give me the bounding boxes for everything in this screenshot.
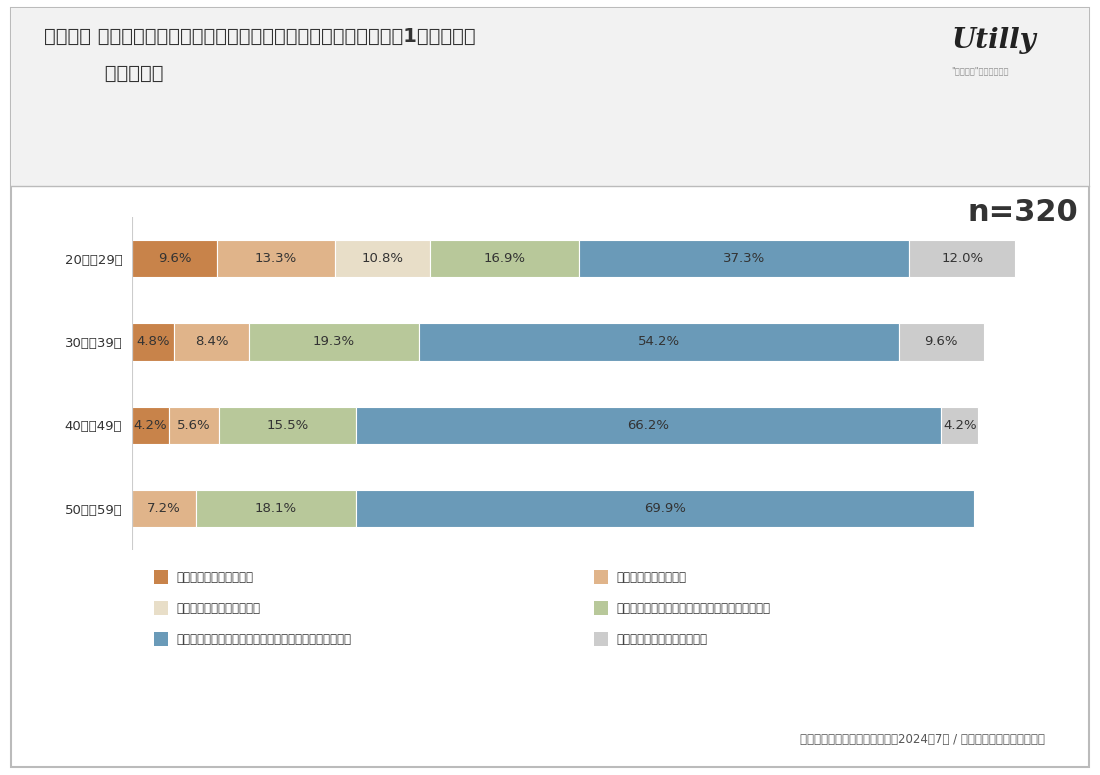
- Text: 54.2%: 54.2%: [638, 336, 680, 349]
- Text: 民泊をよく利用している: 民泊をよく利用している: [176, 571, 253, 584]
- Text: 7.2%: 7.2%: [147, 502, 180, 515]
- Bar: [594, 632, 608, 646]
- Text: 民泊の利用経験はないが、利用してみたいと思う: 民泊の利用経験はないが、利用してみたいと思う: [616, 602, 770, 615]
- Bar: [11, 8, 1089, 186]
- Text: 民泊を利用したことがある: 民泊を利用したことがある: [176, 602, 260, 615]
- Bar: [132, 407, 169, 444]
- Text: 69.9%: 69.9%: [644, 502, 685, 515]
- Text: 16.9%: 16.9%: [484, 252, 526, 265]
- Bar: [419, 323, 899, 360]
- Bar: [169, 407, 219, 444]
- Text: 民泊をたまに利用する: 民泊をたまに利用する: [616, 571, 686, 584]
- Text: 民泊の利用経験はないが、利用してみたいとは思わない: 民泊の利用経験はないが、利用してみたいとは思わない: [176, 633, 351, 646]
- Bar: [899, 323, 983, 360]
- Bar: [594, 601, 608, 615]
- Text: n=320: n=320: [968, 198, 1078, 226]
- Text: 9.6%: 9.6%: [157, 252, 191, 265]
- Bar: [219, 407, 355, 444]
- Bar: [430, 240, 580, 277]
- Bar: [154, 601, 168, 615]
- Bar: [132, 240, 217, 277]
- Bar: [594, 570, 608, 584]
- Text: ください。: ください。: [44, 64, 164, 83]
- Bar: [217, 240, 334, 277]
- Bar: [154, 632, 168, 646]
- Text: 民泊の利用経験に関する調査（2024年7月 / インターネットリサーチ）: 民泊の利用経験に関する調査（2024年7月 / インターネットリサーチ）: [800, 732, 1045, 746]
- Text: 18.1%: 18.1%: [254, 502, 297, 515]
- Bar: [132, 323, 175, 360]
- Text: 66.2%: 66.2%: [627, 418, 670, 432]
- Bar: [355, 407, 942, 444]
- Text: 4.2%: 4.2%: [943, 418, 977, 432]
- Bar: [132, 490, 196, 527]
- Text: 15.5%: 15.5%: [266, 418, 308, 432]
- Text: 9.6%: 9.6%: [924, 336, 958, 349]
- Text: Utilly: Utilly: [952, 27, 1036, 54]
- Text: 10.8%: 10.8%: [361, 252, 404, 265]
- Bar: [942, 407, 978, 444]
- Text: 37.3%: 37.3%: [724, 252, 766, 265]
- Bar: [334, 240, 430, 277]
- Text: 【質問】 民泊を利用したことがありますか？最も当てはまるものを1つ選択して: 【質問】 民泊を利用したことがありますか？最も当てはまるものを1つ選択して: [44, 27, 475, 46]
- Bar: [580, 240, 910, 277]
- Text: "はかどる"をたとえる。: "はかどる"をたとえる。: [952, 66, 1009, 75]
- Text: 13.3%: 13.3%: [254, 252, 297, 265]
- Text: 12.0%: 12.0%: [942, 252, 983, 265]
- Text: 4.8%: 4.8%: [136, 336, 170, 349]
- Text: 19.3%: 19.3%: [314, 336, 355, 349]
- Bar: [196, 490, 355, 527]
- Text: 4.2%: 4.2%: [134, 418, 167, 432]
- Bar: [154, 570, 168, 584]
- Bar: [355, 490, 974, 527]
- Bar: [910, 240, 1015, 277]
- Bar: [249, 323, 419, 360]
- Text: 8.4%: 8.4%: [195, 336, 229, 349]
- Text: わからない／回答したくない: わからない／回答したくない: [616, 633, 707, 646]
- Text: 5.6%: 5.6%: [177, 418, 211, 432]
- Bar: [175, 323, 249, 360]
